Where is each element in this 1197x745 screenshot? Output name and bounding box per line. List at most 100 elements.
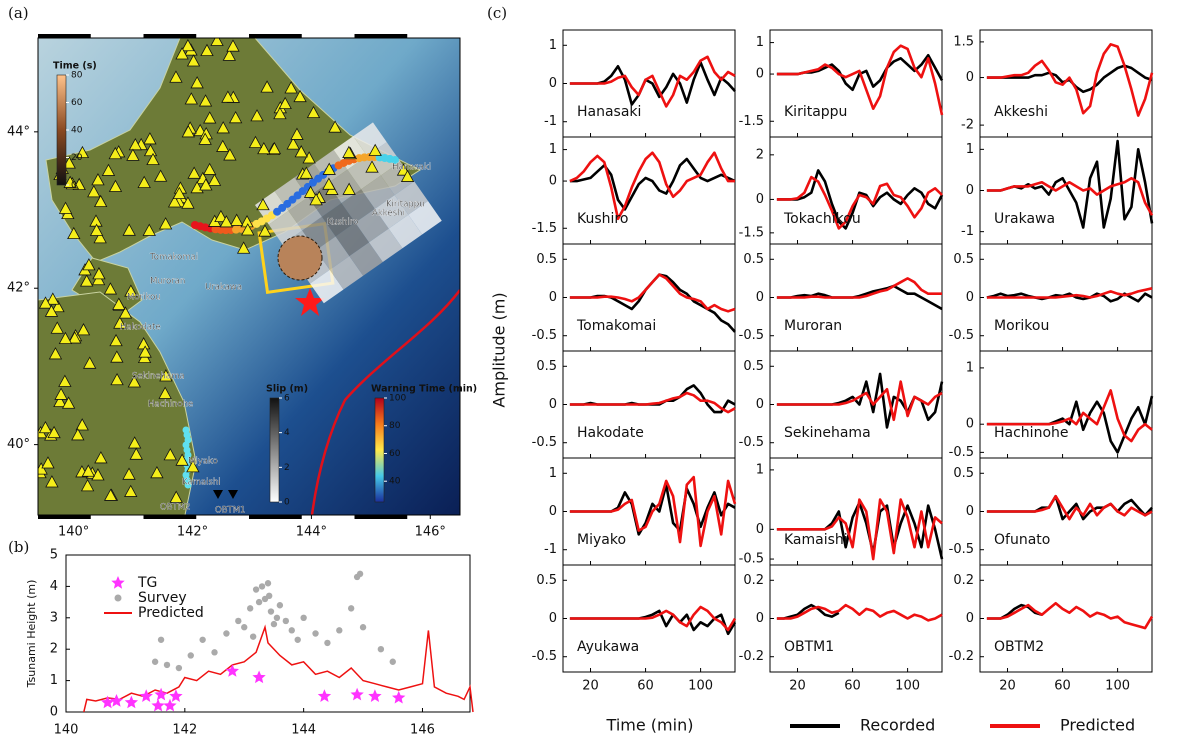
y-tick-label: 1 xyxy=(549,38,557,53)
map-background xyxy=(34,35,460,515)
x-tick-label: 140° xyxy=(58,525,89,540)
y-tick-label: -0.5 xyxy=(532,328,557,343)
y-tick-label: -0.5 xyxy=(532,435,557,450)
x-tick-label: 146° xyxy=(415,525,446,540)
survey-dot xyxy=(348,605,354,611)
survey-dot xyxy=(283,618,289,624)
colorbar-tick-label: 80 xyxy=(71,71,83,81)
place-label: OBTM2 xyxy=(160,503,190,513)
place-label: Hanasaki xyxy=(392,163,431,173)
station-name: Tomakomai xyxy=(576,318,656,334)
y-tick-label: -0.5 xyxy=(949,328,974,343)
tg-star xyxy=(110,694,123,707)
place-label: Tomakomai xyxy=(149,253,198,263)
x-tick-label: 142 xyxy=(172,723,197,738)
y-tick-label: -2 xyxy=(961,118,974,133)
y-axis-label: Amplitude (m) xyxy=(490,292,509,407)
y-tick-label: -0.5 xyxy=(739,552,764,567)
x-tick-label: 20 xyxy=(582,679,599,694)
y-tick-label: 0.5 xyxy=(536,252,557,267)
y-tick-label: 0 xyxy=(50,705,58,720)
y-tick-label: 0 xyxy=(549,290,557,305)
survey-dot xyxy=(188,652,194,658)
y-tick-label: 0 xyxy=(966,504,974,519)
y-tick-label: 0 xyxy=(966,611,974,626)
survey-dot xyxy=(277,602,283,608)
y-tick-label: 0 xyxy=(966,290,974,305)
figure: (a) (b) (c) 140°142°144°146°40°42°44°Han… xyxy=(0,0,1197,745)
colorbar-tick-label: 40 xyxy=(389,477,401,487)
y-tick-label: -0.2 xyxy=(949,649,974,664)
y-tick-label: 0.5 xyxy=(536,359,557,374)
colorbar-title: Warning Time (min) xyxy=(371,384,477,395)
place-label: Miyako xyxy=(188,457,218,467)
station-name: OBTM2 xyxy=(994,639,1044,655)
station-name: Kamaishi xyxy=(784,532,848,548)
legend-label: Recorded xyxy=(860,716,935,735)
y-tick-label: 5 xyxy=(50,548,58,563)
y-tick-label: 1 xyxy=(756,462,764,477)
x-tick-label: 60 xyxy=(1054,679,1071,694)
survey-dot xyxy=(211,649,217,655)
y-tick-label: 0 xyxy=(549,174,557,189)
survey-dot xyxy=(223,630,229,636)
y-tick-label: -0.5 xyxy=(949,542,974,557)
station-name: Kushiro xyxy=(577,211,628,227)
place-label: Urakawa xyxy=(205,283,242,293)
survey-dot xyxy=(158,637,164,643)
legend-swatch xyxy=(115,595,122,602)
survey-dot xyxy=(199,637,205,643)
place-label: Hakodate xyxy=(120,323,161,333)
station-name: Hakodate xyxy=(577,425,644,441)
y-tick-label: 40° xyxy=(7,437,30,452)
place-label: Kushiro xyxy=(327,218,358,228)
y-tick-label: 0 xyxy=(756,67,764,82)
colorbar-tick-label: 20 xyxy=(71,153,83,163)
station-name: OBTM1 xyxy=(784,639,834,655)
y-tick-label: 0.2 xyxy=(953,573,974,588)
colorbar-tick-label: 40 xyxy=(71,126,83,136)
y-tick-label: 44° xyxy=(7,124,30,139)
subplot-frame xyxy=(980,30,1152,137)
y-tick-label: 0 xyxy=(549,76,557,91)
survey-dot xyxy=(253,586,259,592)
y-tick-label: -0.5 xyxy=(739,328,764,343)
colorbar-tick-label: 0 xyxy=(71,181,77,191)
y-tick-label: 1 xyxy=(549,466,557,481)
colorbar-tick-label: 80 xyxy=(389,421,401,431)
y-tick-label: 0 xyxy=(966,183,974,198)
x-tick-label: 100 xyxy=(688,679,713,694)
y-tick-label: 0 xyxy=(756,522,764,537)
survey-dot xyxy=(336,627,342,633)
x-tick-label: 60 xyxy=(637,679,654,694)
y-tick-label: 1.5 xyxy=(953,34,974,49)
legend-label: Predicted xyxy=(1060,716,1135,735)
map-border xyxy=(355,34,408,38)
y-tick-label: 4 xyxy=(50,579,58,594)
colorbar-tick-label: 100 xyxy=(389,394,406,404)
y-tick-label: 1 xyxy=(966,142,974,157)
tg-star xyxy=(252,671,265,684)
tg-star xyxy=(125,696,138,709)
colorbar-tick-label: 60 xyxy=(389,449,401,459)
map-border xyxy=(249,515,302,519)
x-tick-label: 140 xyxy=(54,723,79,738)
y-tick-label: 0.5 xyxy=(743,359,764,374)
y-tick-label: 0 xyxy=(549,504,557,519)
slip-patch xyxy=(278,236,322,280)
y-tick-label: -0.5 xyxy=(532,649,557,664)
map-border xyxy=(38,515,91,519)
plot-frame xyxy=(66,555,470,712)
x-tick-label: 20 xyxy=(789,679,806,694)
x-tick-label: 142° xyxy=(177,525,208,540)
tg-star xyxy=(140,689,153,702)
y-tick-label: 0.5 xyxy=(953,466,974,481)
y-tick-label: 0.2 xyxy=(743,573,764,588)
tg-star xyxy=(151,699,164,712)
y-tick-label: -0.2 xyxy=(739,649,764,664)
place-label: Muroran xyxy=(150,277,185,287)
y-tick-label: 1 xyxy=(549,142,557,157)
place-label: Hachinohe xyxy=(148,400,193,410)
subplot-frame xyxy=(980,565,1152,672)
y-tick-label: 2 xyxy=(50,642,58,657)
